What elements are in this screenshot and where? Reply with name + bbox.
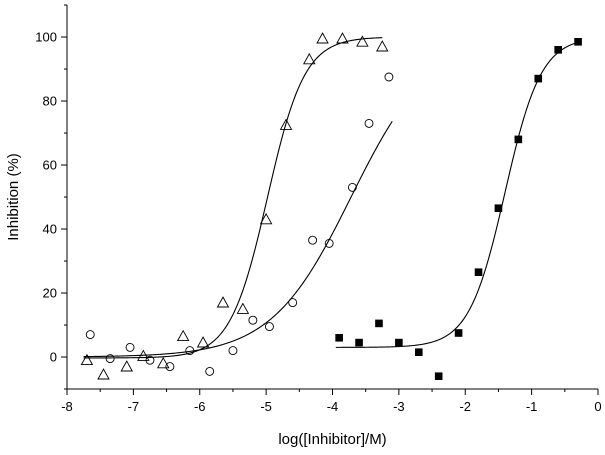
y-axis-title: Inhibition (%) — [5, 153, 22, 241]
square-marker — [375, 319, 383, 328]
triangle-marker — [376, 40, 389, 52]
square-marker — [494, 204, 503, 212]
triangle-marker — [216, 296, 230, 308]
circle-marker — [347, 182, 357, 192]
triangle-marker — [156, 356, 170, 369]
x-tick-label: -5 — [260, 399, 272, 414]
circle-marker — [264, 322, 274, 332]
fit-curves — [83, 37, 579, 359]
triangle-marker — [303, 52, 316, 65]
square-marker — [534, 74, 543, 83]
triangle-marker — [176, 329, 190, 342]
circle-marker — [248, 315, 258, 325]
triangle-marker — [259, 212, 273, 225]
square-marker — [574, 38, 582, 46]
y-tick-label: 100 — [35, 30, 57, 45]
y-tick-label: 80 — [43, 94, 57, 109]
square-marker — [554, 46, 562, 54]
fit-curve-series-3 — [335, 41, 579, 348]
y-tick-label: 40 — [43, 222, 57, 237]
axes: -8 -7 -6 -5 -4 -3 -2 -1 0 0 20 40 60 80 100 — [35, 4, 602, 414]
circle-marker — [105, 354, 115, 364]
fit-curve-series-2 — [83, 121, 393, 358]
x-tick-label: -8 — [61, 399, 73, 414]
circle-marker — [384, 72, 394, 82]
circle-marker — [205, 366, 215, 376]
x-tick-label: -2 — [459, 399, 471, 414]
x-axis-title: log([Inhibitor]/M) — [278, 431, 386, 448]
y-tick-label: 0 — [50, 350, 57, 365]
circle-marker — [185, 346, 195, 356]
square-marker — [335, 334, 343, 342]
triangle-marker — [279, 118, 293, 130]
square-marker — [454, 329, 463, 337]
square-marker — [474, 268, 483, 276]
x-tick-label: -6 — [194, 399, 206, 414]
square-marker — [514, 135, 523, 144]
x-tick-label: -7 — [128, 399, 140, 414]
square-marker — [395, 338, 403, 347]
x-tick-label: -3 — [393, 399, 405, 414]
triangle-marker — [236, 302, 250, 314]
circle-marker — [308, 235, 318, 245]
triangle-marker — [80, 353, 94, 366]
circle-marker — [364, 118, 374, 128]
data-markers — [80, 32, 582, 380]
fit-curve-series-1 — [83, 37, 383, 359]
y-tick-label: 60 — [43, 158, 57, 173]
triangle-marker — [97, 368, 110, 380]
y-tick-label: 20 — [43, 286, 57, 301]
circle-marker — [165, 362, 175, 372]
x-tick-label: -1 — [526, 399, 538, 414]
square-marker — [414, 348, 423, 356]
square-marker — [355, 338, 363, 347]
circle-marker — [288, 298, 298, 308]
x-tick-label: -4 — [327, 399, 339, 414]
triangle-marker — [356, 35, 369, 47]
triangle-marker — [336, 32, 349, 44]
triangle-marker — [137, 349, 150, 361]
triangle-marker — [120, 360, 134, 372]
circle-marker — [145, 355, 155, 365]
x-tick-label: 0 — [594, 399, 601, 414]
circle-marker — [125, 342, 135, 352]
triangle-marker — [316, 32, 329, 44]
triangle-marker — [196, 336, 210, 348]
square-marker — [434, 372, 443, 380]
circle-marker — [228, 346, 238, 356]
circle-marker — [324, 238, 334, 248]
circle-marker — [85, 330, 95, 340]
